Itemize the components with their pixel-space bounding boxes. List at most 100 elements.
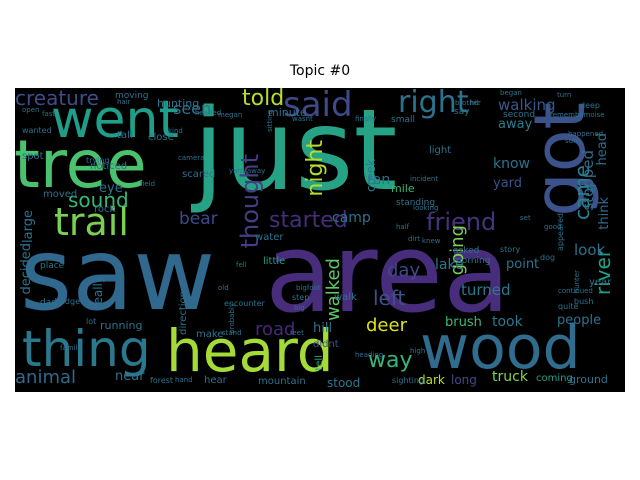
word-hit: hit: [470, 99, 480, 107]
word-camp: camp: [332, 210, 371, 226]
word-sound: sound: [68, 188, 129, 212]
word-sure: sure: [565, 137, 581, 145]
word-story: story: [500, 245, 521, 254]
word-bear: bear: [179, 209, 218, 229]
word-continued: continued: [558, 287, 593, 295]
word-quite: quite: [558, 302, 579, 311]
word-dad: dad: [40, 298, 57, 308]
word-area: area: [265, 209, 511, 337]
word-heading: heading: [355, 351, 384, 359]
word-thing: thing: [22, 320, 151, 378]
word-away: away: [498, 117, 533, 132]
word-year: year: [589, 277, 612, 288]
word-close: close: [148, 132, 174, 143]
word-think: think: [597, 197, 612, 230]
word-eye: eye: [99, 181, 123, 196]
word-day: day: [387, 260, 421, 281]
word-say: say: [454, 107, 470, 117]
word-trail: trail: [54, 200, 129, 244]
word-forest: forest: [150, 376, 174, 385]
word-decided: decided: [19, 243, 34, 295]
word-long: long: [451, 373, 477, 387]
word-trying: trying: [86, 156, 110, 165]
word-coming: coming: [536, 373, 573, 384]
word-mountain: mountain: [258, 376, 306, 387]
word-megan: megan: [218, 111, 243, 119]
word-direction: direction: [178, 291, 189, 335]
word-remember: remember: [550, 111, 587, 119]
word-people: people: [557, 313, 602, 328]
word-feet: feet: [290, 329, 304, 337]
word-morning: morning: [453, 256, 491, 266]
word-heard: heard: [166, 317, 334, 385]
word-tall: tall: [117, 130, 133, 141]
word-standing: standing: [396, 198, 436, 208]
word-brother: brother: [455, 99, 481, 107]
word-noise: noise: [586, 111, 605, 119]
word-left: left: [373, 286, 406, 310]
word-deep: deep: [580, 101, 600, 110]
word-wanted: wanted: [22, 126, 52, 135]
word-hand: hand: [175, 376, 193, 384]
word-look: look: [574, 241, 606, 259]
word-camera: camera: [178, 154, 205, 162]
word-tell: tell: [314, 355, 325, 371]
word-set: set: [520, 214, 531, 222]
word-fell: fell: [236, 261, 247, 269]
word-dog: dog: [540, 253, 556, 262]
word-high: high: [410, 347, 426, 355]
word-bush: bush: [574, 297, 594, 306]
word-mile: mile: [391, 182, 415, 195]
word-moved: moved: [43, 189, 78, 200]
word-told: told: [242, 88, 285, 111]
word-headed: headed: [195, 109, 222, 117]
word-incident: incident: [410, 175, 439, 183]
word-right: right: [398, 88, 469, 120]
word-lot: lot: [86, 317, 97, 326]
word-hunting: hunting: [157, 97, 200, 110]
word-dark: dark: [418, 373, 445, 387]
word-walked: walked: [323, 258, 344, 322]
word-hear: hear: [204, 375, 227, 386]
word-wasnt: wasnt: [292, 115, 313, 123]
word-small: small: [391, 115, 415, 125]
word-happened: happened: [568, 130, 604, 138]
chart-title: Topic #0: [289, 63, 351, 79]
word-moving: moving: [115, 91, 149, 101]
word-water: water: [255, 232, 284, 243]
word-family: family: [60, 344, 82, 352]
word-large: large: [21, 210, 36, 243]
word-good: good: [544, 223, 562, 231]
word-cloud: just saw area tree heard wood got went thing said…: [15, 88, 625, 392]
word-deer: deer: [366, 315, 407, 336]
word-started: started: [269, 208, 348, 233]
word-stopped: stopped: [579, 150, 597, 211]
word-began: began: [500, 89, 522, 97]
word-ground: ground: [569, 373, 608, 386]
word-step: step: [292, 293, 310, 302]
word-walk: walk: [334, 292, 357, 303]
word-finally: finally: [355, 115, 377, 123]
word-took: took: [492, 314, 523, 330]
word-running: running: [100, 319, 143, 332]
word-big: big: [294, 304, 305, 312]
word-half: half: [396, 223, 410, 231]
word-hill: hill: [313, 321, 333, 336]
word-knew: knew: [422, 237, 441, 245]
word-went: went: [51, 90, 179, 150]
word-lake: lake: [435, 257, 464, 273]
word-old: old: [218, 284, 229, 292]
word-point: point: [506, 257, 540, 272]
word-minute: minute: [268, 106, 307, 119]
word-yard-away: yard away: [229, 167, 266, 175]
word-bigfoot: bigfoot: [296, 284, 321, 292]
word-way: way: [368, 348, 413, 373]
word-stand: stand: [222, 329, 242, 337]
word-yard: yard: [493, 176, 523, 191]
word-just: just: [193, 88, 398, 216]
word-seen: seen: [173, 99, 212, 118]
word-light: light: [429, 145, 452, 156]
word-walking: walking: [498, 96, 556, 114]
word-little: little: [263, 256, 286, 267]
word-far: far: [587, 186, 597, 194]
